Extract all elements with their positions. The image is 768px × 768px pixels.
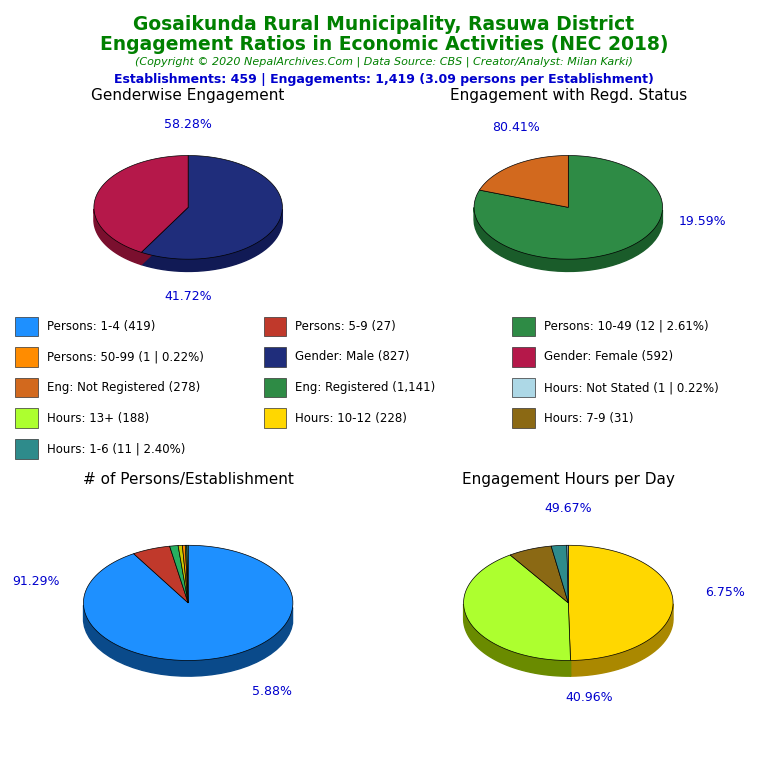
Text: 49.67%: 49.67% (545, 502, 592, 515)
Polygon shape (141, 210, 283, 271)
Text: (Copyright © 2020 NepalArchives.Com | Data Source: CBS | Creator/Analyst: Milan : (Copyright © 2020 NepalArchives.Com | Da… (135, 56, 633, 67)
Polygon shape (84, 545, 293, 660)
FancyBboxPatch shape (263, 347, 286, 367)
Text: 19.59%: 19.59% (678, 215, 726, 228)
Text: Hours: 1-6 (11 | 2.40%): Hours: 1-6 (11 | 2.40%) (47, 442, 185, 455)
FancyBboxPatch shape (15, 439, 38, 458)
Polygon shape (84, 605, 293, 676)
Polygon shape (134, 546, 188, 603)
FancyBboxPatch shape (15, 316, 38, 336)
Text: Hours: 7-9 (31): Hours: 7-9 (31) (544, 412, 633, 425)
FancyBboxPatch shape (512, 347, 535, 367)
Text: Persons: 5-9 (27): Persons: 5-9 (27) (295, 320, 396, 333)
Text: Persons: 50-99 (1 | 0.22%): Persons: 50-99 (1 | 0.22%) (47, 350, 204, 363)
Title: Engagement Hours per Day: Engagement Hours per Day (462, 472, 675, 486)
Text: 80.41%: 80.41% (492, 121, 541, 134)
Polygon shape (567, 545, 568, 603)
Polygon shape (94, 155, 188, 253)
Polygon shape (510, 546, 568, 603)
Polygon shape (187, 545, 188, 603)
FancyBboxPatch shape (263, 316, 286, 336)
FancyBboxPatch shape (263, 378, 286, 398)
Polygon shape (464, 604, 571, 676)
Polygon shape (551, 545, 568, 603)
Text: Gender: Female (592): Gender: Female (592) (544, 350, 673, 363)
Text: 5.88%: 5.88% (252, 685, 292, 698)
Title: Engagement with Regd. Status: Engagement with Regd. Status (450, 88, 687, 102)
Polygon shape (185, 545, 188, 603)
Text: 40.96%: 40.96% (565, 690, 613, 703)
FancyBboxPatch shape (512, 378, 535, 398)
Text: Eng: Not Registered (278): Eng: Not Registered (278) (47, 381, 200, 394)
Polygon shape (141, 207, 188, 265)
Text: Hours: Not Stated (1 | 0.22%): Hours: Not Stated (1 | 0.22%) (544, 381, 718, 394)
FancyBboxPatch shape (512, 316, 535, 336)
Text: Gender: Male (827): Gender: Male (827) (295, 350, 409, 363)
Text: 58.28%: 58.28% (164, 118, 212, 131)
Text: Eng: Registered (1,141): Eng: Registered (1,141) (295, 381, 435, 394)
Text: Engagement Ratios in Economic Activities (NEC 2018): Engagement Ratios in Economic Activities… (100, 35, 668, 54)
Text: 41.72%: 41.72% (164, 290, 212, 303)
Text: Persons: 1-4 (419): Persons: 1-4 (419) (47, 320, 155, 333)
FancyBboxPatch shape (263, 408, 286, 428)
Text: 6.75%: 6.75% (706, 586, 746, 599)
FancyBboxPatch shape (15, 408, 38, 428)
Title: # of Persons/Establishment: # of Persons/Establishment (83, 472, 293, 486)
Text: Gosaikunda Rural Municipality, Rasuwa District: Gosaikunda Rural Municipality, Rasuwa Di… (134, 15, 634, 35)
Polygon shape (568, 603, 571, 676)
Polygon shape (182, 545, 188, 603)
Polygon shape (571, 604, 673, 676)
Text: Hours: 13+ (188): Hours: 13+ (188) (47, 412, 149, 425)
Title: Genderwise Engagement: Genderwise Engagement (91, 88, 285, 102)
Polygon shape (141, 155, 283, 259)
Polygon shape (94, 209, 141, 265)
Polygon shape (474, 207, 663, 271)
Text: Persons: 10-49 (12 | 2.61%): Persons: 10-49 (12 | 2.61%) (544, 320, 708, 333)
Polygon shape (568, 545, 673, 660)
Text: 91.29%: 91.29% (12, 575, 60, 588)
Polygon shape (474, 155, 663, 259)
Polygon shape (141, 207, 188, 265)
Polygon shape (178, 545, 188, 603)
Polygon shape (479, 155, 568, 207)
FancyBboxPatch shape (512, 408, 535, 428)
Polygon shape (170, 545, 188, 603)
Polygon shape (464, 555, 571, 660)
Text: Establishments: 459 | Engagements: 1,419 (3.09 persons per Establishment): Establishments: 459 | Engagements: 1,419… (114, 73, 654, 86)
Polygon shape (568, 603, 571, 676)
FancyBboxPatch shape (15, 347, 38, 367)
Text: Hours: 10-12 (228): Hours: 10-12 (228) (295, 412, 407, 425)
FancyBboxPatch shape (15, 378, 38, 398)
